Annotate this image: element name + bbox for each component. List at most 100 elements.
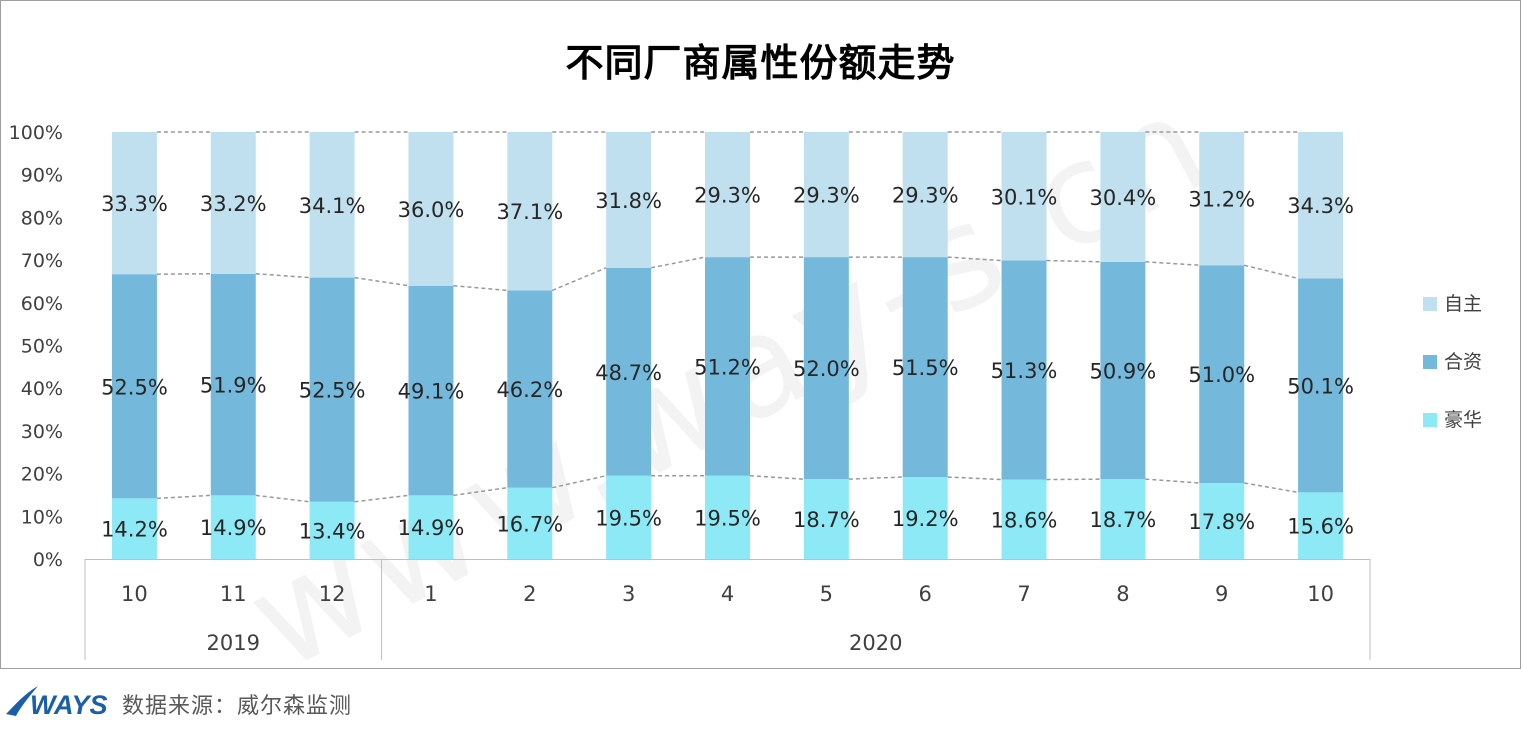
ways-logo: WAYS [6,686,108,720]
data-label: 29.3% [694,184,761,208]
bar-segment [1199,265,1245,483]
bar-segment [408,285,454,496]
series-connector-line [651,256,706,269]
data-label: 29.3% [793,184,860,208]
data-label: 51.2% [694,355,761,379]
bar-segment [210,132,256,274]
bar-segment [111,132,157,275]
bar-segment [1001,132,1047,261]
source-text: 数据来源：威尔森监测 [122,694,353,719]
bar-segment [705,132,750,258]
logo-swoosh-icon [6,686,38,716]
bar-segment [1298,132,1344,279]
x-tick-label: 6 [919,582,932,606]
data-label: 52.5% [299,379,366,403]
legend-label: 豪华 [1444,409,1482,431]
x-tick-label: 3 [622,582,635,606]
y-tick-label: 20% [21,464,63,486]
bar-segment [902,257,948,478]
data-label: 18.7% [793,508,860,532]
y-tick-label: 80% [21,207,63,229]
data-label: 31.2% [1188,188,1255,212]
bar-segment [1199,482,1245,559]
series-connector-line [1244,482,1299,494]
data-label: 13.4% [299,519,366,543]
y-tick-label: 50% [21,336,63,358]
x-tick-label: 8 [1116,582,1129,606]
bar-segment [803,257,849,480]
bar-segment [408,495,454,559]
bar-segment [210,273,256,496]
y-tick-label: 100% [9,122,63,144]
data-label: 18.6% [991,508,1058,532]
bar-segment [803,479,849,559]
x-tick-label: 4 [721,582,734,606]
legend-label: 自主 [1444,293,1482,315]
bar-segment [902,477,948,559]
x-tick-label: 12 [319,582,346,606]
x-tick-label: 9 [1215,582,1228,606]
series-connector-line [947,476,1002,481]
legend-label: 合资 [1444,351,1482,373]
bar-segment [705,257,750,476]
x-tick-label: 2 [523,582,536,606]
bar-segment [1199,132,1245,266]
y-tick-label: 30% [21,421,63,443]
y-tick-label: 10% [21,506,63,528]
data-label: 33.2% [200,192,267,216]
series-connector-line [255,273,310,279]
bar-segment [309,501,355,559]
data-label: 34.1% [299,194,366,218]
series-connector-line [947,256,1002,262]
series-connector-line [354,276,409,287]
y-tick-label: 0% [33,549,63,571]
bar-segment [507,290,553,488]
data-label: 14.9% [398,516,465,540]
logo-text: WAYS [30,690,108,720]
data-label: 50.1% [1287,374,1354,398]
series-connector-line [156,494,211,500]
series-connector-line [354,494,409,503]
bar-segment [606,475,652,559]
data-label: 36.0% [398,198,465,222]
series-connector-line [1046,259,1101,263]
series-connector-line [552,475,607,489]
data-label: 50.9% [1090,359,1157,383]
series-connector-line [552,267,607,292]
legend-swatch [1423,297,1437,311]
bar-segment [803,132,849,258]
bar-segment [408,132,454,286]
bar-segment [507,487,553,559]
series-connector-line [749,474,804,480]
data-label: 14.2% [101,518,168,542]
bar-segment [1001,479,1047,559]
bar-segment [606,132,652,268]
footer: WAYS 数据来源：威尔森监测 [0,682,700,726]
bar-segment [309,132,355,278]
series-connector-line [453,284,508,292]
data-label: 51.9% [200,374,267,398]
bar-segment [507,132,553,291]
data-label: 30.1% [991,185,1058,209]
data-label: 37.1% [496,200,563,224]
y-tick-label: 40% [21,378,63,400]
series-connector-line [1145,261,1200,266]
series-connector-line [1244,264,1299,280]
data-label: 19.5% [595,506,662,530]
data-label: 52.5% [101,375,168,399]
bar-segment [1298,492,1344,559]
y-tick-label: 70% [21,250,63,272]
chart-title: 不同厂商属性份额走势 [565,41,956,85]
data-label: 48.7% [595,361,662,385]
bar-segment [1100,132,1146,262]
data-label: 15.6% [1287,515,1354,539]
bar-segment [902,132,948,258]
data-label: 46.2% [496,378,563,402]
bar-segment [210,495,256,559]
legend-swatch [1423,355,1437,369]
series-connector-line [255,494,310,503]
data-label: 19.2% [892,507,959,531]
bar-segment [111,498,157,559]
x-tick-label: 10 [1307,582,1334,606]
x-group-label: 2020 [849,631,902,655]
